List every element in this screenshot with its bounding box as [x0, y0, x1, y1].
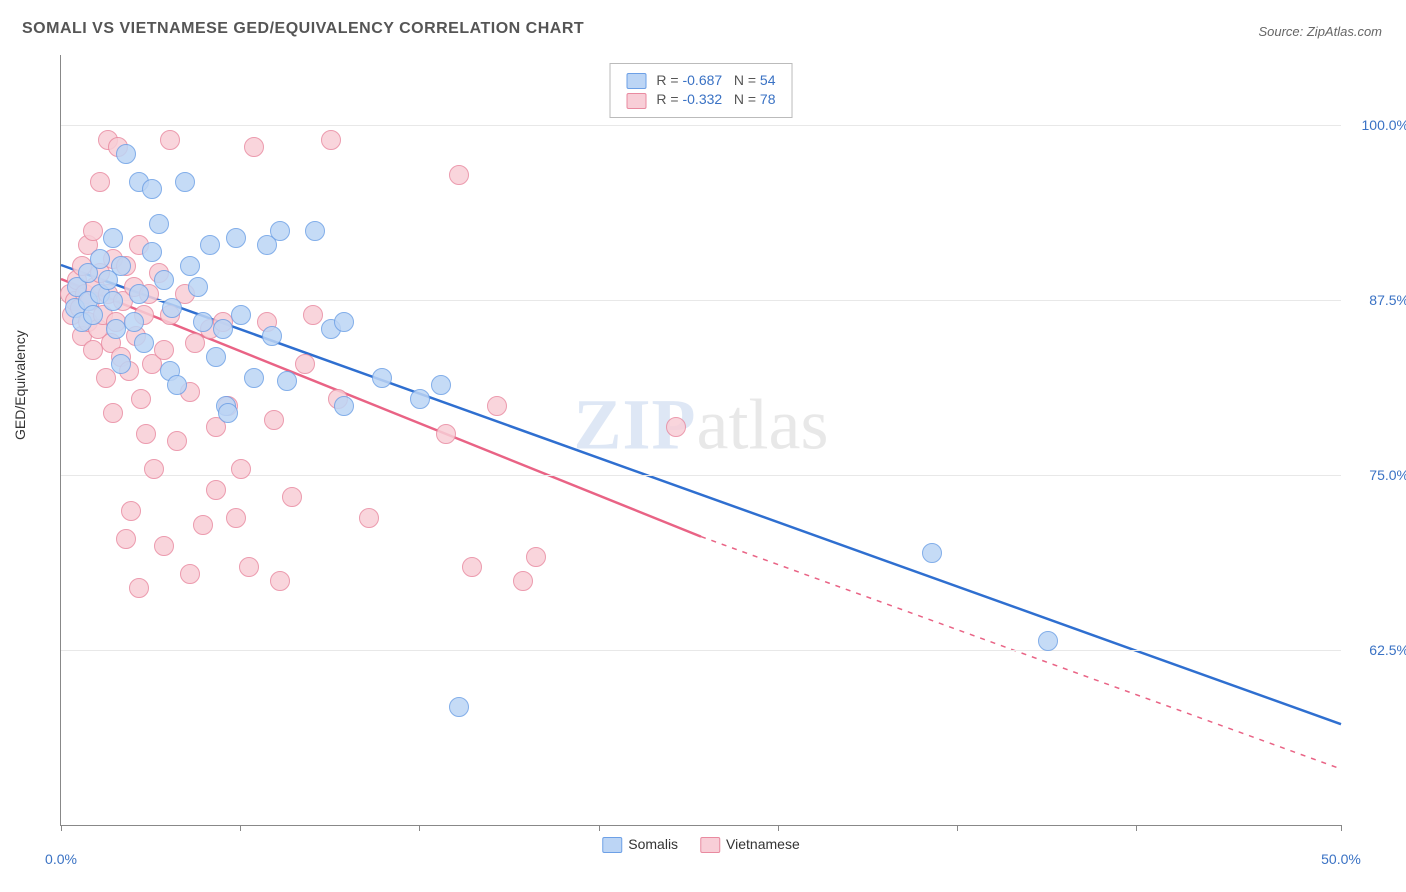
x-tick-label: 0.0%: [45, 851, 77, 867]
marker-vietnamese: [303, 305, 323, 325]
x-tick: [1136, 825, 1137, 831]
trendline-vietnamese-dashed: [701, 537, 1341, 769]
gridline-h: [61, 475, 1341, 476]
marker-somalis: [124, 312, 144, 332]
marker-vietnamese: [244, 137, 264, 157]
x-tick: [61, 825, 62, 831]
gridline-h: [61, 300, 1341, 301]
marker-vietnamese: [449, 165, 469, 185]
marker-somalis: [334, 396, 354, 416]
legend-n-vietnamese: 78: [760, 91, 776, 107]
y-tick-label: 62.5%: [1349, 642, 1406, 658]
marker-somalis: [142, 179, 162, 199]
marker-vietnamese: [226, 508, 246, 528]
x-tick-label: 50.0%: [1321, 851, 1361, 867]
trendline-somalis: [61, 265, 1341, 724]
y-tick-label: 75.0%: [1349, 467, 1406, 483]
marker-somalis: [277, 371, 297, 391]
marker-vietnamese: [121, 501, 141, 521]
x-tick: [419, 825, 420, 831]
marker-somalis: [372, 368, 392, 388]
gridline-h: [61, 650, 1341, 651]
marker-vietnamese: [96, 368, 116, 388]
marker-somalis: [142, 242, 162, 262]
legend-r-somalis: -0.687: [682, 72, 722, 88]
marker-vietnamese: [321, 130, 341, 150]
marker-vietnamese: [116, 529, 136, 549]
legend-correlation-box: R = -0.687 N = 54 R = -0.332 N = 78: [610, 63, 793, 118]
marker-somalis: [180, 256, 200, 276]
marker-somalis: [111, 256, 131, 276]
legend-row-vietnamese: R = -0.332 N = 78: [627, 91, 776, 108]
gridline-h: [61, 125, 1341, 126]
marker-somalis: [206, 347, 226, 367]
legend-r-vietnamese: -0.332: [682, 91, 722, 107]
plot-area: ZIPatlas R = -0.687 N = 54 R = -0.332 N …: [60, 55, 1341, 826]
x-tick: [778, 825, 779, 831]
legend-bottom-swatch-vietnamese: [700, 837, 720, 853]
x-tick: [1341, 825, 1342, 831]
marker-vietnamese: [436, 424, 456, 444]
y-tick-label: 100.0%: [1349, 117, 1406, 133]
legend-bottom: Somalis Vietnamese: [602, 836, 799, 853]
marker-somalis: [111, 354, 131, 374]
marker-vietnamese: [206, 480, 226, 500]
trend-lines-svg: [61, 55, 1341, 825]
legend-bottom-label-vietnamese: Vietnamese: [726, 836, 800, 852]
y-axis-label: GED/Equivalency: [12, 330, 28, 440]
marker-vietnamese: [239, 557, 259, 577]
legend-swatch-vietnamese: [627, 93, 647, 109]
marker-somalis: [334, 312, 354, 332]
x-tick: [957, 825, 958, 831]
marker-somalis: [106, 319, 126, 339]
marker-vietnamese: [513, 571, 533, 591]
marker-somalis: [188, 277, 208, 297]
marker-somalis: [193, 312, 213, 332]
x-tick: [240, 825, 241, 831]
marker-somalis: [129, 284, 149, 304]
marker-vietnamese: [180, 564, 200, 584]
marker-somalis: [1038, 631, 1058, 651]
legend-n-somalis: 54: [760, 72, 776, 88]
marker-vietnamese: [160, 130, 180, 150]
marker-vietnamese: [526, 547, 546, 567]
legend-bottom-swatch-somalis: [602, 837, 622, 853]
chart-title: SOMALI VS VIETNAMESE GED/EQUIVALENCY COR…: [22, 20, 584, 38]
marker-somalis: [431, 375, 451, 395]
marker-somalis: [162, 298, 182, 318]
marker-somalis: [244, 368, 264, 388]
legend-bottom-somalis: Somalis: [602, 836, 678, 853]
marker-somalis: [116, 144, 136, 164]
marker-vietnamese: [462, 557, 482, 577]
legend-row-somalis: R = -0.687 N = 54: [627, 72, 776, 89]
marker-vietnamese: [270, 571, 290, 591]
marker-vietnamese: [129, 578, 149, 598]
marker-somalis: [226, 228, 246, 248]
marker-somalis: [175, 172, 195, 192]
source-label: Source: ZipAtlas.com: [1258, 24, 1382, 39]
y-tick-label: 87.5%: [1349, 292, 1406, 308]
marker-somalis: [270, 221, 290, 241]
marker-vietnamese: [193, 515, 213, 535]
legend-bottom-vietnamese: Vietnamese: [700, 836, 800, 853]
marker-vietnamese: [83, 340, 103, 360]
trendline-vietnamese-solid: [61, 279, 701, 537]
marker-somalis: [262, 326, 282, 346]
marker-somalis: [449, 697, 469, 717]
marker-vietnamese: [83, 221, 103, 241]
marker-somalis: [134, 333, 154, 353]
legend-swatch-somalis: [627, 73, 647, 89]
x-tick: [599, 825, 600, 831]
legend-bottom-label-somalis: Somalis: [628, 836, 678, 852]
marker-somalis: [83, 305, 103, 325]
